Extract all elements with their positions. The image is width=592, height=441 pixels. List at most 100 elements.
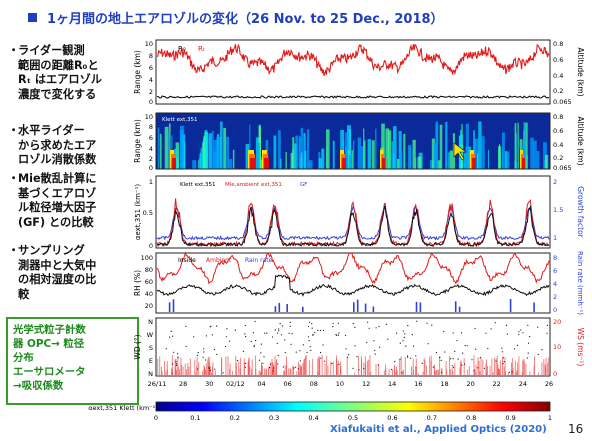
- wind-speed-mark: [207, 360, 209, 375]
- wind-speed-mark: [248, 357, 250, 375]
- wind-direction-dot: [295, 351, 297, 353]
- wind-speed-mark: [177, 366, 179, 375]
- wind-speed-mark: [499, 369, 501, 375]
- wind-direction-dot: [377, 364, 379, 366]
- wind-speed-mark: [441, 368, 443, 375]
- wind-speed-mark: [524, 360, 526, 375]
- extinction-band: [168, 131, 171, 169]
- wind-direction-dot: [464, 363, 466, 365]
- extinction-band: [536, 151, 540, 169]
- wind-direction-dot: [299, 350, 301, 352]
- wind-direction-dot: [165, 348, 167, 350]
- wind-direction-dot: [440, 359, 442, 361]
- wind-direction-dot: [290, 343, 292, 345]
- wind-direction-dot: [441, 371, 443, 373]
- wind-direction-dot: [421, 362, 423, 364]
- extinction-band: [164, 126, 169, 169]
- legend-gf: GF: [300, 182, 307, 188]
- wind-speed-mark: [541, 362, 543, 375]
- wind-direction-dot: [169, 336, 171, 338]
- wind-speed-mark: [225, 356, 227, 375]
- y2tick: 1: [553, 234, 557, 242]
- wind-direction-dot: [415, 355, 417, 357]
- wind-speed-mark: [171, 369, 172, 375]
- wind-speed-mark: [161, 366, 162, 375]
- wind-speed-mark: [202, 370, 204, 375]
- x-tick-label: 18: [440, 380, 448, 388]
- wind-direction-dot: [310, 349, 312, 351]
- wind-speed-mark: [283, 370, 285, 375]
- bullet-line: 測器中と大気中: [18, 258, 97, 272]
- ambient-rh-series-line: [156, 251, 550, 285]
- wind-speed-mark: [317, 371, 319, 375]
- wind-direction-dot: [452, 366, 454, 368]
- panel-frame: [155, 39, 551, 105]
- extinction-band: [465, 147, 469, 169]
- wind-direction-dot: [311, 327, 313, 329]
- wind-speed-mark: [468, 366, 470, 375]
- wind-speed-mark: [495, 358, 497, 375]
- extinction-band: [157, 127, 160, 169]
- ytick: 2: [149, 155, 153, 163]
- extinction-hotspot: [172, 158, 176, 169]
- wind-speed-mark: [174, 359, 176, 375]
- wind-direction-dot: [508, 371, 510, 373]
- wind-speed-mark: [478, 360, 480, 375]
- wind-direction-dot: [203, 348, 205, 350]
- rain-bar: [302, 306, 304, 312]
- instrument-note-box: 光学式粒子計数 器 OPC→ 粒径 分布 エーサロメータ →吸収係数: [6, 317, 139, 405]
- ytick: 80: [145, 266, 153, 274]
- wind-speed-mark: [429, 357, 431, 375]
- wind-speed-mark: [485, 363, 487, 375]
- extinction-band: [437, 160, 441, 169]
- ylabel-rh: RH (%): [133, 270, 142, 296]
- wind-direction-dot: [452, 358, 454, 360]
- wind-speed-mark: [395, 371, 397, 375]
- colorbar-ticks: 0 0.1 0.2 0.3 0.4 0.5 0.6 0.7 0.8 0.9 1: [154, 414, 552, 422]
- wind-direction-dot: [309, 346, 311, 348]
- wind-direction-dot: [396, 332, 398, 334]
- wind-direction-dot: [501, 351, 504, 353]
- y2tick: 0.4: [553, 141, 563, 149]
- wind-speed-mark: [508, 372, 510, 375]
- extinction-band: [445, 122, 448, 169]
- wind-speed-mark: [525, 364, 527, 375]
- wind-direction-dot: [272, 370, 274, 372]
- rain-bar: [278, 302, 281, 312]
- extinction-band: [462, 158, 464, 169]
- rain-bar: [415, 301, 418, 312]
- wind-direction-dot: [410, 357, 412, 359]
- wind-speed-mark: [263, 368, 265, 375]
- wind-speed-mark: [176, 370, 177, 375]
- extinction-band: [226, 136, 229, 169]
- wind-direction-dot: [242, 350, 245, 352]
- wind-speed-mark: [534, 356, 535, 375]
- extinction-band: [477, 153, 479, 169]
- wind-direction-dot: [378, 325, 380, 328]
- y2tick: 2: [553, 178, 557, 186]
- extinction-band: [308, 160, 313, 169]
- colorbar-gradient: [155, 401, 551, 412]
- wind-direction-dot: [269, 367, 271, 369]
- rain-bar: [286, 304, 288, 312]
- extinction-band: [348, 129, 352, 169]
- wind-speed-mark: [504, 357, 506, 375]
- wind-speed-mark: [479, 371, 481, 375]
- wind-direction-dot: [258, 359, 261, 361]
- wind-direction-dot: [302, 344, 304, 346]
- wind-direction-dot: [348, 354, 350, 356]
- wind-direction-dot: [297, 368, 299, 370]
- wind-direction-dot: [517, 344, 519, 346]
- wind-speed-mark: [396, 370, 398, 375]
- extinction-band: [448, 152, 450, 169]
- note-line: →吸収係数: [13, 380, 64, 392]
- colorbar-label: αext,351 Klett (km⁻¹): [88, 404, 158, 412]
- bullet-lidar-range: ・ ライダー観測 範囲の距離R₀と Rₜ はエアロゾル 濃度で変化する: [6, 44, 154, 102]
- wind-direction-dot: [176, 364, 178, 366]
- ytick: 8: [149, 123, 153, 131]
- extinction-band: [507, 151, 510, 169]
- x-tick-label: 08: [310, 380, 318, 388]
- wind-direction-dot: [173, 351, 175, 353]
- wind-speed-mark: [194, 359, 196, 375]
